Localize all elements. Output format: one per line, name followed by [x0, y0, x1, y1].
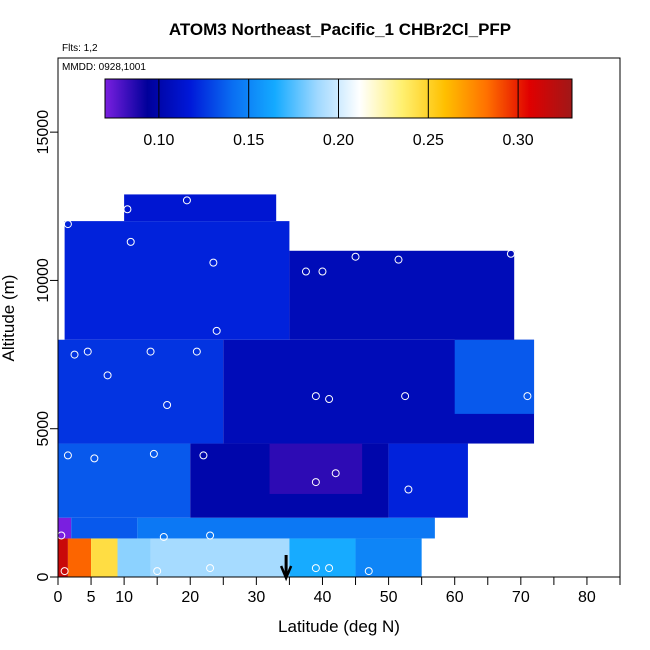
observation-point — [311, 564, 320, 573]
y-tick-label: 0 — [35, 572, 52, 581]
y-tick-label: 10000 — [35, 258, 52, 303]
heatmap-cell — [124, 194, 277, 222]
colorbar-tick-label: 0.20 — [323, 132, 354, 149]
observation-point — [331, 469, 340, 478]
observation-point — [404, 485, 413, 494]
heatmap-cell — [91, 538, 118, 577]
observation-point — [103, 371, 112, 380]
y-tick-label: 15000 — [35, 110, 52, 155]
observation-point — [126, 237, 135, 246]
heatmap-cell — [58, 538, 68, 577]
heatmap-cell — [58, 443, 191, 518]
heatmap-cell — [289, 250, 515, 340]
y-axis: 0 5000 10000 15000 — [35, 110, 58, 581]
observation-point — [311, 478, 320, 487]
observation-point — [212, 326, 221, 335]
observation-point — [199, 451, 208, 460]
observation-point — [444, 240, 453, 249]
heatmap-cell — [71, 517, 138, 539]
colorbar-tick-label: 0.25 — [413, 132, 444, 149]
observation-point — [301, 267, 310, 276]
heatmap-cell — [150, 538, 290, 577]
heatmap-field — [58, 194, 535, 577]
x-tick-label: 0 — [54, 589, 63, 606]
observation-point — [70, 350, 79, 359]
x-axis: 0 5 10 20 30 40 50 60 70 80 — [54, 577, 621, 606]
dates-label: MMDD: 0928,1001 — [62, 62, 146, 73]
observation-point — [163, 400, 172, 409]
observation-point — [209, 258, 218, 267]
observation-point — [325, 395, 334, 404]
observation-point — [351, 252, 360, 261]
heatmap-cell — [454, 339, 535, 414]
observation-point — [146, 347, 155, 356]
x-tick-label: 5 — [87, 589, 96, 606]
observation-point — [192, 347, 201, 356]
y-axis-label: Altitude (m) — [0, 275, 18, 362]
heatmap-cell — [67, 538, 92, 577]
colorbar-tick-label: 0.10 — [143, 132, 174, 149]
observation-point — [364, 567, 373, 576]
x-tick-label: 30 — [247, 589, 265, 606]
flights-label: Flts: 1,2 — [62, 43, 98, 54]
observation-point — [149, 449, 158, 458]
observation-point — [523, 392, 532, 401]
heatmap-cell — [58, 517, 72, 539]
observation-point — [63, 451, 72, 460]
flight-marker-arrow — [279, 555, 293, 582]
chart-title: ATOM3 Northeast_Pacific_1 CHBr2Cl_PFP — [169, 20, 511, 39]
heatmap-cell — [355, 538, 422, 577]
observation-point — [401, 392, 410, 401]
colorbar-tick-label: 0.15 — [233, 132, 264, 149]
x-tick-label: 40 — [314, 589, 332, 606]
x-tick-label: 20 — [181, 589, 199, 606]
observation-point — [123, 205, 132, 214]
observation-point — [182, 196, 191, 205]
colorbar-ticks: 0.10 0.15 0.20 0.25 0.30 — [143, 79, 534, 149]
heatmap-cell — [289, 538, 356, 577]
observation-point — [60, 567, 69, 576]
plot-frame — [57, 57, 621, 578]
x-axis-label: Latitude (deg N) — [278, 617, 400, 636]
observation-point — [325, 564, 334, 573]
x-tick-label: 80 — [578, 589, 596, 606]
observation-point — [394, 255, 403, 264]
observation-point — [153, 567, 162, 576]
observation-point — [206, 564, 215, 573]
x-tick-label: 70 — [512, 589, 530, 606]
x-tick-label: 10 — [115, 589, 133, 606]
heatmap-cell — [388, 443, 468, 518]
flight-marker-head — [279, 565, 293, 582]
observation-point — [58, 531, 66, 540]
heatmap-cell — [117, 538, 151, 577]
heatmap-cell — [58, 339, 224, 444]
y-tick-label: 5000 — [35, 411, 52, 447]
x-tick-label: 60 — [446, 589, 464, 606]
observation-point — [63, 220, 72, 229]
heatmap-cell — [64, 221, 290, 340]
colorbar-tick-label: 0.30 — [503, 132, 534, 149]
observation-point — [83, 347, 92, 356]
observation-point — [318, 267, 327, 276]
observation-point — [159, 532, 168, 541]
heatmap-cell — [137, 517, 435, 539]
observation-point — [90, 454, 99, 463]
observation-markers — [58, 196, 532, 576]
observation-point — [206, 531, 215, 540]
observation-point — [506, 249, 515, 258]
colorbar: 0.10 0.15 0.20 0.25 0.30 — [104, 78, 573, 149]
observation-point — [311, 392, 320, 401]
x-tick-label: 50 — [380, 589, 398, 606]
